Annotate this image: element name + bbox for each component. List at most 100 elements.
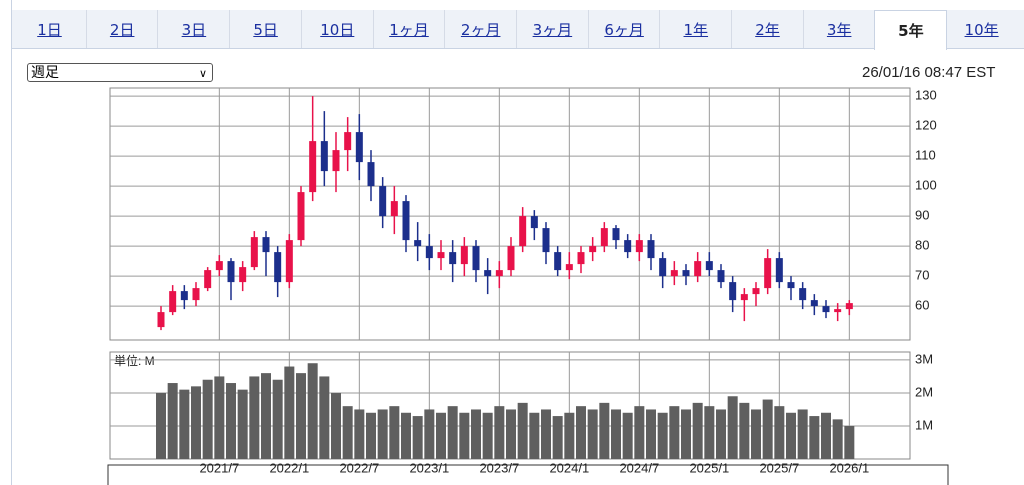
volume-bar	[739, 402, 750, 459]
candle-body	[297, 192, 305, 241]
candle-body	[309, 141, 317, 193]
volume-bar	[716, 409, 726, 459]
volume-bar	[552, 416, 563, 459]
x-tick-label: 2024/7	[619, 460, 659, 475]
candle-body	[227, 261, 235, 283]
volume-bar	[377, 409, 388, 459]
y-tick-label: 80	[915, 238, 929, 253]
volume-bar	[237, 389, 248, 459]
volume-bar	[634, 406, 645, 459]
volume-bar	[622, 412, 633, 459]
volume-bar	[809, 416, 820, 459]
candle-body	[589, 246, 597, 253]
y-tick-label: 3M	[915, 351, 933, 366]
select-value: 週足	[31, 65, 59, 81]
volume-bar	[156, 392, 166, 459]
y-tick-label: 60	[915, 298, 929, 313]
candle-body	[180, 291, 188, 301]
candle-body	[367, 162, 375, 187]
x-tick-label: 2022/1	[269, 460, 309, 475]
candle-body	[635, 240, 643, 253]
candle-body	[752, 288, 760, 295]
tab[interactable]: 3日	[157, 10, 229, 48]
y-tick-label: 100	[915, 178, 937, 193]
tab[interactable]: 10日	[300, 10, 373, 48]
volume-bar	[459, 412, 470, 459]
tab[interactable]: 3ヶ月	[515, 10, 588, 48]
x-tick-label: 2024/1	[549, 460, 589, 475]
volume-bar	[389, 406, 400, 459]
x-tick-label: 2022/7	[339, 460, 379, 475]
volume-bar	[751, 409, 761, 459]
candle-body	[192, 288, 200, 301]
candle-body	[624, 240, 632, 253]
candle-body	[740, 294, 748, 301]
candle-body	[285, 240, 293, 283]
tab-bar: 1日 2日 3日 5日 10日 1ヶ月 2ヶ月 3ヶ月 6ヶ月 1年 2年 3年 5年 10年	[12, 10, 1024, 50]
volume-bar	[576, 406, 586, 459]
volume-bar	[167, 383, 178, 459]
candle-body	[460, 246, 468, 265]
volume-bar	[564, 412, 575, 459]
volume-bar	[692, 402, 703, 459]
candle-body	[694, 261, 702, 277]
candle-body	[402, 201, 410, 241]
tab[interactable]: 2ヶ月	[444, 10, 516, 48]
select-arrow: ∨	[198, 67, 207, 80]
candle-body	[577, 252, 585, 265]
candle-body	[542, 228, 550, 253]
volume-bar	[319, 376, 330, 459]
tab[interactable]: 1日	[37, 21, 62, 39]
candle-body	[379, 186, 387, 217]
x-tick-label: 2021/7	[199, 460, 239, 475]
x-tick-label: 2026/1	[829, 460, 869, 475]
candle-body	[659, 258, 667, 277]
y-tick-label: 1M	[915, 417, 933, 432]
x-tick-label: 2023/1	[409, 460, 449, 475]
candle-body	[799, 288, 807, 301]
tab[interactable]: 1年	[659, 10, 731, 48]
volume-bar	[366, 412, 376, 459]
y-tick-label: 110	[915, 148, 936, 163]
candle-body	[822, 306, 830, 313]
candle-body	[204, 270, 212, 289]
volume-bar	[762, 399, 773, 459]
candle-body	[414, 240, 422, 247]
tab[interactable]: 3年	[802, 10, 875, 48]
volume-bar	[202, 379, 213, 459]
candle-body	[215, 261, 223, 271]
volume-bar	[482, 412, 493, 459]
candle-body	[495, 270, 503, 277]
x-tick-label: 2025/7	[759, 460, 799, 475]
volume-bar	[587, 409, 598, 459]
candle-body	[705, 261, 713, 271]
tab[interactable]: 1ヶ月	[372, 10, 445, 48]
bottom-panel	[107, 464, 949, 485]
candle-body	[554, 252, 562, 271]
candle-body	[157, 312, 165, 328]
volume-bar	[331, 392, 341, 459]
volume-bar	[797, 409, 808, 459]
tab[interactable]: 2年	[731, 10, 803, 48]
volume-bar	[354, 409, 365, 459]
tab[interactable]: 6ヶ月	[587, 10, 660, 48]
volume-bar	[541, 409, 551, 459]
candle-body	[612, 228, 620, 241]
tab[interactable]: 10年	[964, 21, 999, 39]
tab[interactable]: 5日	[229, 10, 301, 48]
volume-bar	[646, 409, 656, 459]
volume-bar	[214, 376, 225, 459]
volume-bar	[424, 409, 435, 459]
candle-body	[519, 216, 527, 247]
tab[interactable]: 2日	[85, 10, 158, 48]
interval-select[interactable]: 週足 ∨	[27, 63, 213, 82]
volume-bar	[844, 425, 855, 459]
volume-bar	[342, 406, 353, 459]
volume-bar	[774, 406, 785, 459]
y-tick-label: 2M	[915, 384, 933, 399]
volume-bar	[272, 379, 283, 459]
candle-body	[717, 270, 725, 283]
tab[interactable]: 5年	[874, 10, 948, 50]
candle-body	[565, 264, 573, 271]
